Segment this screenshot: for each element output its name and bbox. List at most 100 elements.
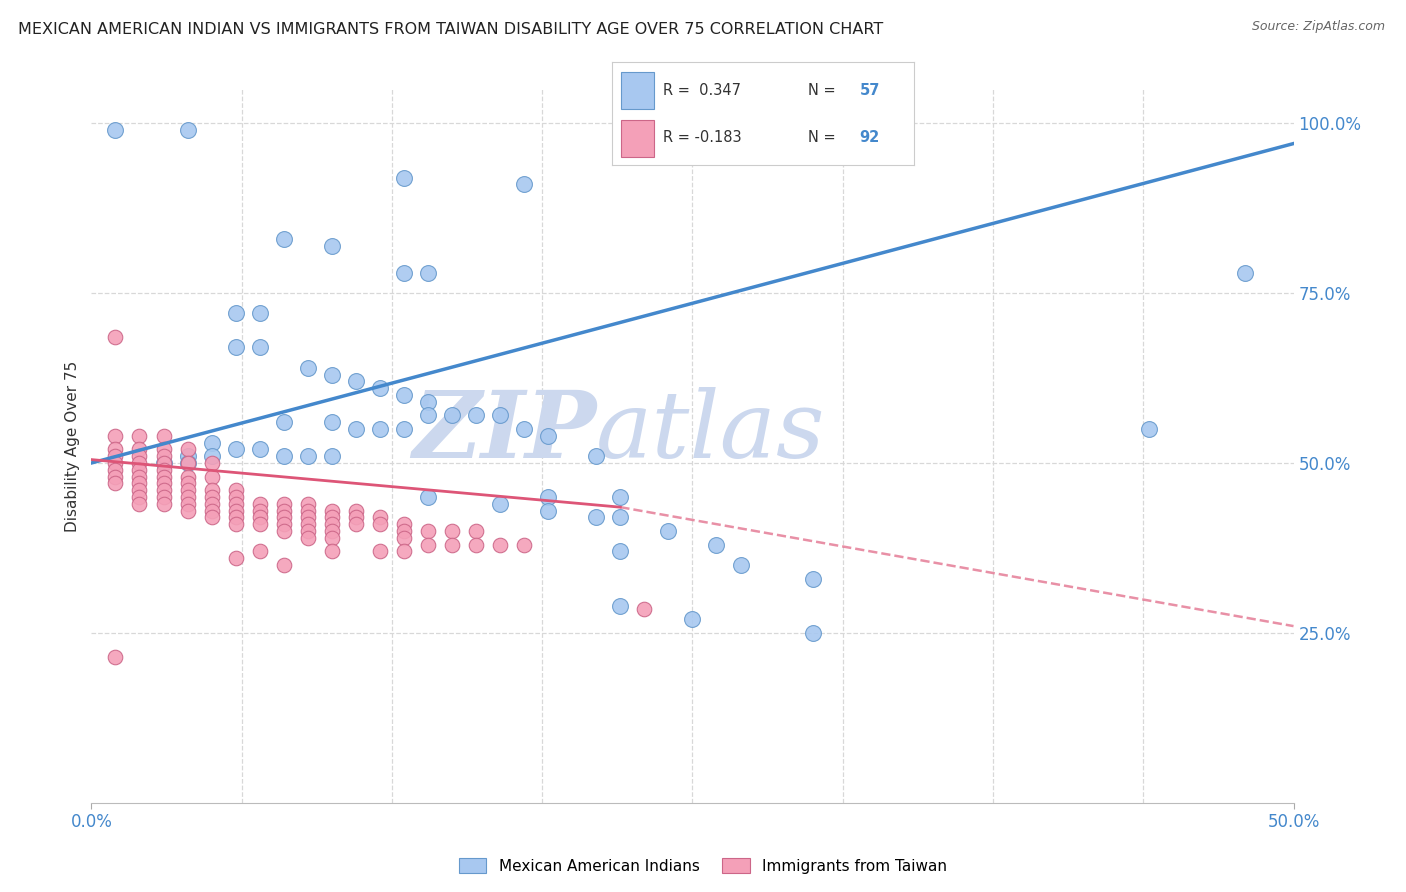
Point xyxy=(416,524,439,538)
Point xyxy=(801,572,824,586)
Point xyxy=(321,238,343,252)
Point xyxy=(104,463,127,477)
Point xyxy=(392,517,415,532)
Point xyxy=(152,463,174,477)
Point xyxy=(152,476,174,491)
Point xyxy=(128,469,150,483)
Point xyxy=(152,456,174,470)
Point xyxy=(201,469,224,483)
Point xyxy=(513,537,536,551)
Point xyxy=(201,456,224,470)
Point xyxy=(201,497,224,511)
Point xyxy=(392,544,415,558)
Point xyxy=(273,497,295,511)
Point xyxy=(465,524,488,538)
Point xyxy=(392,266,415,280)
Point xyxy=(297,524,319,538)
Point xyxy=(440,409,463,423)
Point xyxy=(368,381,391,395)
Point xyxy=(368,510,391,524)
Point xyxy=(152,497,174,511)
Point xyxy=(249,442,271,457)
Point xyxy=(128,449,150,463)
Point xyxy=(128,497,150,511)
Point xyxy=(321,503,343,517)
Point xyxy=(176,483,198,498)
Point xyxy=(225,483,247,498)
Point xyxy=(537,490,560,504)
Point xyxy=(128,463,150,477)
Point xyxy=(104,449,127,463)
Point xyxy=(225,442,247,457)
Point xyxy=(201,510,224,524)
Point xyxy=(201,449,224,463)
Point xyxy=(1234,266,1257,280)
Point xyxy=(225,503,247,517)
FancyBboxPatch shape xyxy=(620,120,654,157)
Point xyxy=(416,266,439,280)
Point xyxy=(176,469,198,483)
Point xyxy=(344,510,367,524)
Point xyxy=(201,435,224,450)
Point xyxy=(104,429,127,443)
Point xyxy=(176,449,198,463)
Text: ZIP: ZIP xyxy=(412,387,596,476)
Text: Source: ZipAtlas.com: Source: ZipAtlas.com xyxy=(1251,20,1385,33)
Point xyxy=(321,368,343,382)
Text: N =: N = xyxy=(808,83,841,97)
Point xyxy=(321,510,343,524)
Point xyxy=(249,306,271,320)
Point xyxy=(104,330,127,344)
Point xyxy=(152,442,174,457)
Point xyxy=(104,456,127,470)
Point xyxy=(489,537,512,551)
Text: R = -0.183: R = -0.183 xyxy=(664,130,741,145)
Text: 57: 57 xyxy=(859,83,880,97)
Point xyxy=(152,483,174,498)
Point xyxy=(225,497,247,511)
Point xyxy=(297,531,319,545)
Point xyxy=(273,415,295,429)
Point xyxy=(513,178,536,192)
Point xyxy=(681,612,703,626)
Point xyxy=(176,503,198,517)
Point xyxy=(152,429,174,443)
Point xyxy=(537,503,560,517)
Point xyxy=(392,524,415,538)
Point xyxy=(128,490,150,504)
Point xyxy=(273,558,295,572)
Point xyxy=(416,409,439,423)
Point xyxy=(176,123,198,137)
Point xyxy=(344,503,367,517)
Point xyxy=(416,490,439,504)
Text: MEXICAN AMERICAN INDIAN VS IMMIGRANTS FROM TAIWAN DISABILITY AGE OVER 75 CORRELA: MEXICAN AMERICAN INDIAN VS IMMIGRANTS FR… xyxy=(18,22,883,37)
Point xyxy=(609,599,631,613)
Point xyxy=(176,490,198,504)
Point xyxy=(392,422,415,436)
Point xyxy=(297,449,319,463)
Text: R =  0.347: R = 0.347 xyxy=(664,83,741,97)
Point xyxy=(368,517,391,532)
Point xyxy=(633,602,655,616)
Point xyxy=(104,649,127,664)
Y-axis label: Disability Age Over 75: Disability Age Over 75 xyxy=(65,360,80,532)
Point xyxy=(273,449,295,463)
Point xyxy=(392,531,415,545)
Point xyxy=(201,483,224,498)
Point xyxy=(104,469,127,483)
Point xyxy=(249,517,271,532)
Text: atlas: atlas xyxy=(596,387,825,476)
Point xyxy=(297,503,319,517)
Point xyxy=(249,510,271,524)
Point xyxy=(321,449,343,463)
Point xyxy=(176,497,198,511)
Point xyxy=(513,422,536,436)
Text: 92: 92 xyxy=(859,130,880,145)
Point xyxy=(321,531,343,545)
Point xyxy=(225,341,247,355)
Point xyxy=(440,524,463,538)
Legend: Mexican American Indians, Immigrants from Taiwan: Mexican American Indians, Immigrants fro… xyxy=(453,852,953,880)
Point xyxy=(321,517,343,532)
Point xyxy=(321,524,343,538)
Point xyxy=(225,306,247,320)
